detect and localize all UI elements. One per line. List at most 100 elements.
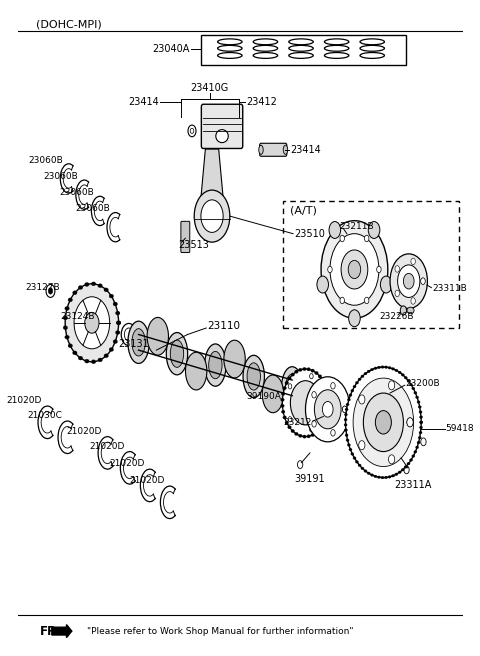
- Circle shape: [359, 441, 365, 450]
- Circle shape: [397, 265, 420, 297]
- Ellipse shape: [307, 435, 311, 438]
- Ellipse shape: [392, 367, 395, 370]
- Ellipse shape: [307, 367, 311, 371]
- Polygon shape: [201, 149, 223, 198]
- Ellipse shape: [243, 356, 264, 398]
- Text: 23510: 23510: [294, 229, 325, 239]
- Ellipse shape: [185, 352, 207, 390]
- Circle shape: [312, 392, 316, 398]
- Circle shape: [375, 411, 391, 434]
- Ellipse shape: [72, 351, 77, 355]
- Circle shape: [305, 377, 350, 442]
- Circle shape: [288, 417, 292, 422]
- Text: 23200B: 23200B: [406, 379, 440, 388]
- Circle shape: [288, 384, 292, 389]
- Ellipse shape: [401, 373, 404, 376]
- Ellipse shape: [116, 321, 121, 325]
- Ellipse shape: [283, 145, 288, 154]
- Circle shape: [364, 236, 369, 241]
- Ellipse shape: [355, 461, 359, 463]
- Ellipse shape: [374, 367, 377, 369]
- Ellipse shape: [401, 468, 404, 471]
- Text: 23513: 23513: [179, 240, 210, 251]
- Text: 39190A: 39190A: [246, 392, 281, 401]
- Ellipse shape: [224, 340, 245, 378]
- FancyBboxPatch shape: [201, 104, 243, 148]
- Ellipse shape: [116, 331, 120, 335]
- Ellipse shape: [345, 408, 348, 411]
- Ellipse shape: [318, 375, 322, 378]
- Ellipse shape: [395, 473, 398, 476]
- Ellipse shape: [299, 434, 302, 438]
- Ellipse shape: [295, 432, 298, 436]
- Ellipse shape: [321, 423, 324, 426]
- Ellipse shape: [355, 381, 359, 384]
- Ellipse shape: [367, 472, 370, 474]
- Ellipse shape: [345, 434, 348, 436]
- Ellipse shape: [344, 429, 348, 432]
- Ellipse shape: [412, 387, 415, 390]
- Circle shape: [310, 374, 313, 379]
- Circle shape: [400, 306, 407, 315]
- Text: 23131: 23131: [119, 338, 149, 348]
- Ellipse shape: [325, 413, 329, 417]
- Ellipse shape: [84, 359, 89, 363]
- Circle shape: [74, 297, 109, 349]
- FancyBboxPatch shape: [260, 143, 287, 156]
- FancyArrow shape: [52, 625, 72, 638]
- Ellipse shape: [377, 366, 381, 369]
- Text: 23124B: 23124B: [60, 312, 95, 321]
- Circle shape: [85, 312, 99, 333]
- Ellipse shape: [361, 375, 364, 378]
- Text: "Please refer to Work Shop Manual for further information": "Please refer to Work Shop Manual for fu…: [87, 626, 354, 636]
- Ellipse shape: [348, 398, 350, 401]
- Ellipse shape: [104, 354, 108, 358]
- Ellipse shape: [98, 284, 102, 287]
- Circle shape: [348, 260, 360, 279]
- Text: (DOHC-MPI): (DOHC-MPI): [36, 19, 102, 30]
- Circle shape: [359, 395, 365, 404]
- Circle shape: [341, 250, 368, 289]
- Circle shape: [342, 406, 347, 413]
- Circle shape: [346, 367, 421, 478]
- Ellipse shape: [418, 405, 421, 408]
- Ellipse shape: [286, 374, 299, 401]
- Ellipse shape: [63, 326, 68, 329]
- Ellipse shape: [367, 370, 370, 373]
- Ellipse shape: [371, 368, 373, 371]
- Circle shape: [390, 254, 427, 308]
- Ellipse shape: [204, 344, 226, 386]
- Ellipse shape: [351, 453, 354, 455]
- Ellipse shape: [351, 390, 354, 392]
- Text: 23040A: 23040A: [153, 44, 190, 54]
- Ellipse shape: [283, 386, 287, 390]
- FancyBboxPatch shape: [283, 201, 459, 328]
- Ellipse shape: [407, 462, 410, 465]
- Ellipse shape: [65, 335, 69, 339]
- Ellipse shape: [361, 467, 364, 470]
- Ellipse shape: [327, 401, 330, 405]
- Ellipse shape: [128, 321, 149, 363]
- Ellipse shape: [374, 475, 377, 478]
- Ellipse shape: [65, 306, 69, 310]
- Text: 23211B: 23211B: [339, 222, 373, 231]
- Circle shape: [348, 310, 360, 327]
- Ellipse shape: [344, 419, 347, 421]
- FancyBboxPatch shape: [181, 221, 190, 253]
- Ellipse shape: [321, 379, 324, 382]
- Circle shape: [411, 258, 415, 264]
- Ellipse shape: [311, 434, 314, 437]
- Circle shape: [194, 190, 230, 242]
- Text: 21020D: 21020D: [67, 427, 102, 436]
- Circle shape: [407, 418, 413, 427]
- Ellipse shape: [104, 288, 108, 292]
- Ellipse shape: [72, 291, 77, 295]
- Ellipse shape: [346, 439, 349, 441]
- Ellipse shape: [324, 419, 327, 422]
- Ellipse shape: [353, 385, 356, 388]
- Text: 23110: 23110: [207, 321, 240, 331]
- Ellipse shape: [113, 340, 118, 344]
- Ellipse shape: [113, 302, 118, 306]
- Ellipse shape: [395, 369, 398, 372]
- Ellipse shape: [364, 470, 367, 472]
